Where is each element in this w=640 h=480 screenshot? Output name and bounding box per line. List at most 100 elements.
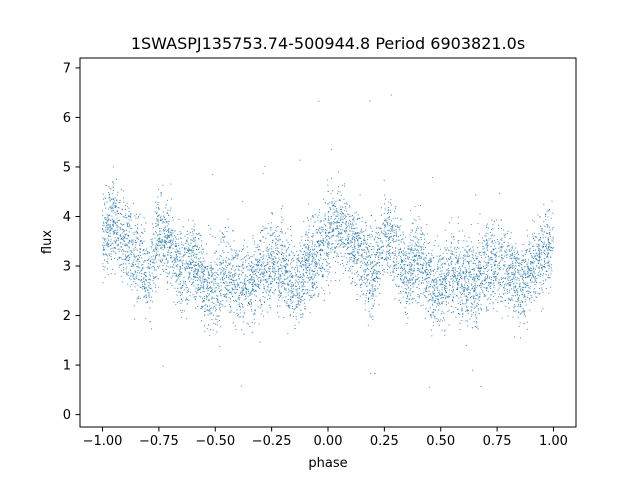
data-point (410, 275, 412, 277)
data-point (253, 290, 255, 292)
data-point (165, 235, 167, 237)
data-point (542, 228, 544, 230)
data-point (141, 267, 143, 269)
data-point (197, 287, 199, 289)
data-point (301, 316, 303, 318)
data-point (108, 192, 110, 194)
data-point (321, 235, 323, 237)
data-point (417, 226, 419, 228)
data-point (264, 275, 266, 277)
data-point (218, 303, 220, 305)
data-point (455, 275, 457, 277)
data-point (232, 287, 234, 289)
data-point (127, 234, 129, 236)
data-point (222, 234, 224, 236)
data-point (110, 208, 112, 210)
data-point (107, 218, 109, 220)
data-point (467, 261, 469, 263)
data-point (349, 267, 351, 269)
data-point (236, 253, 238, 255)
data-point (203, 291, 205, 293)
data-point (364, 242, 366, 244)
data-point (430, 260, 432, 262)
data-point (499, 250, 501, 252)
data-point (166, 282, 168, 284)
data-point (309, 241, 311, 243)
data-point (538, 257, 540, 259)
data-point (357, 251, 359, 253)
data-point (304, 285, 306, 287)
data-point (185, 299, 186, 301)
data-point (446, 287, 448, 289)
data-point (425, 279, 427, 281)
data-point (282, 297, 284, 299)
data-point (248, 269, 250, 271)
data-point (453, 236, 455, 238)
data-point (308, 264, 310, 266)
data-point (550, 217, 552, 219)
data-point (480, 282, 482, 284)
data-point (143, 273, 145, 275)
data-point (285, 255, 287, 257)
data-point (107, 216, 109, 218)
data-point (390, 236, 392, 238)
data-point (370, 271, 372, 273)
data-point (397, 217, 399, 219)
data-point (141, 264, 143, 266)
data-point (169, 241, 171, 243)
data-point (517, 291, 519, 293)
data-point (373, 280, 375, 282)
data-point (542, 247, 544, 249)
data-point (339, 263, 341, 265)
data-point (495, 264, 497, 266)
data-point (109, 187, 111, 189)
data-point (238, 270, 240, 272)
data-point (451, 253, 453, 255)
data-point (465, 270, 467, 272)
data-point (473, 278, 475, 280)
data-point (201, 268, 203, 270)
data-point (371, 254, 373, 255)
data-point (242, 285, 244, 287)
data-point (423, 243, 425, 245)
data-point (162, 265, 164, 267)
data-point (269, 256, 271, 258)
data-point (462, 257, 464, 259)
data-point (211, 275, 213, 277)
data-point (455, 277, 457, 279)
data-point (494, 240, 496, 242)
data-point (473, 301, 475, 303)
data-point (122, 224, 124, 226)
data-point (108, 197, 110, 199)
data-point (103, 245, 105, 247)
data-point (297, 275, 299, 277)
data-point (459, 286, 461, 288)
data-point (304, 289, 306, 291)
data-point (220, 301, 222, 303)
data-point (393, 260, 395, 262)
data-point (402, 296, 404, 298)
data-point (104, 204, 106, 206)
data-point (194, 264, 196, 266)
data-point (487, 275, 489, 277)
data-point (305, 240, 307, 242)
data-point (324, 269, 326, 271)
data-point (538, 293, 540, 295)
data-point (203, 298, 205, 300)
data-point (125, 244, 127, 246)
data-point (247, 288, 249, 290)
data-point (171, 234, 173, 236)
data-point (534, 254, 536, 256)
data-point (352, 251, 354, 253)
data-point (401, 275, 403, 277)
data-point (340, 233, 342, 235)
data-point (327, 255, 329, 257)
data-point (476, 317, 478, 319)
data-point (349, 220, 351, 222)
data-point (386, 236, 388, 238)
data-point (432, 177, 434, 179)
data-point (246, 322, 248, 324)
data-point (429, 286, 431, 288)
data-point (169, 252, 171, 254)
data-point (348, 260, 350, 262)
